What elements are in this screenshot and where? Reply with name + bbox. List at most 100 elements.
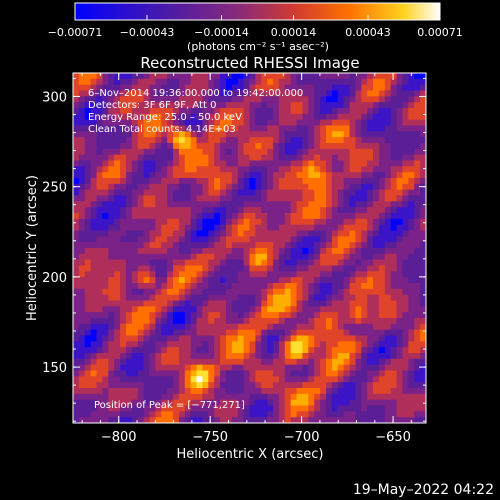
heatmap-cell — [167, 189, 174, 196]
heatmap-cell — [414, 335, 421, 342]
heatmap-cell — [178, 388, 186, 395]
heatmap-cell — [361, 102, 368, 109]
heatmap-cell — [343, 364, 350, 371]
heatmap-cell — [167, 113, 174, 121]
heatmap-cell — [84, 143, 92, 150]
heatmap-cell — [173, 195, 180, 202]
heatmap-cell — [237, 178, 245, 185]
heatmap-cell — [131, 253, 139, 261]
heatmap-cell — [125, 113, 133, 121]
heatmap-cell — [255, 242, 262, 249]
heatmap-cell — [302, 178, 309, 185]
heatmap-cell — [84, 364, 92, 371]
heatmap-cell — [114, 183, 121, 191]
heatmap-cell — [178, 347, 186, 354]
heatmap-cell — [173, 84, 180, 91]
heatmap-cell — [73, 172, 80, 179]
heatmap-cell — [173, 370, 180, 377]
heatmap-cell — [102, 318, 109, 325]
heatmap-cell — [261, 358, 268, 366]
heatmap-cell — [231, 312, 239, 319]
heatmap-cell — [302, 242, 309, 249]
heatmap-cell — [208, 411, 215, 418]
heatmap-cell — [390, 411, 397, 418]
heatmap-cell — [208, 102, 215, 109]
heatmap-cell — [243, 399, 250, 406]
heatmap-cell — [137, 300, 144, 307]
heatmap-cell — [208, 131, 215, 138]
heatmap-cell — [331, 382, 339, 389]
heatmap-cell — [137, 318, 144, 325]
heatmap-cell — [173, 218, 180, 226]
heatmap-cell — [296, 370, 303, 377]
heatmap-cell — [131, 218, 139, 226]
heatmap-cell — [173, 242, 180, 249]
heatmap-cell — [255, 143, 262, 150]
heatmap-cell — [137, 271, 144, 278]
heatmap-cell — [349, 382, 356, 389]
heatmap-cell — [202, 294, 209, 301]
heatmap-cell — [167, 417, 174, 423]
heatmap-cell — [343, 335, 350, 342]
heatmap-cell — [78, 283, 86, 290]
heatmap-cell — [267, 358, 274, 366]
heatmap-cell — [73, 78, 80, 86]
heatmap-cell — [278, 137, 286, 144]
heatmap-cell — [273, 248, 280, 255]
heatmap-cell — [108, 108, 115, 115]
heatmap-cell — [214, 277, 221, 284]
heatmap-cell — [402, 119, 409, 126]
heatmap-cell — [78, 143, 86, 150]
heatmap-cell — [402, 125, 409, 132]
heatmap-cell — [390, 312, 397, 319]
heatmap-cell — [225, 294, 233, 301]
heatmap-cell — [243, 230, 250, 237]
heatmap-cell — [384, 253, 392, 261]
heatmap-cell — [284, 172, 292, 179]
heatmap-cell — [302, 131, 309, 138]
heatmap-cell — [208, 137, 215, 144]
heatmap-cell — [314, 253, 321, 261]
heatmap-cell — [314, 353, 321, 360]
heatmap-cell — [402, 265, 409, 272]
heatmap-cell — [125, 341, 133, 348]
heatmap-cell — [390, 113, 397, 121]
heatmap-cell — [155, 358, 162, 366]
heatmap-cell — [396, 370, 403, 377]
heatmap-cell — [408, 125, 415, 132]
heatmap-cell — [296, 230, 303, 237]
heatmap-cell — [308, 160, 315, 167]
heatmap-cell — [337, 96, 345, 103]
heatmap-cell — [120, 207, 127, 214]
heatmap-cell — [249, 148, 256, 156]
heatmap-cell — [378, 382, 386, 389]
heatmap-cell — [284, 277, 292, 284]
heatmap-cell — [290, 388, 297, 395]
heatmap-cell — [190, 283, 197, 290]
heatmap-cell — [208, 259, 215, 266]
heatmap-cell — [237, 329, 245, 336]
heatmap-cell — [367, 259, 374, 266]
heatmap-cell — [202, 201, 209, 208]
heatmap-cell — [367, 102, 374, 109]
heatmap-cell — [125, 137, 133, 144]
heatmap-cell — [408, 393, 415, 401]
heatmap-cell — [125, 417, 133, 423]
heatmap-cell — [120, 189, 127, 196]
heatmap-cell — [361, 137, 368, 144]
heatmap-cell — [225, 265, 233, 272]
heatmap-cell — [378, 166, 386, 173]
heatmap-cell — [214, 300, 221, 307]
heatmap-cell — [90, 166, 97, 173]
heatmap-cell — [78, 323, 86, 331]
heatmap-cell — [190, 166, 197, 173]
heatmap-cell — [384, 370, 392, 377]
heatmap-cell — [367, 283, 374, 290]
heatmap-cell — [255, 364, 262, 371]
heatmap-cell — [131, 265, 139, 272]
heatmap-cell — [143, 376, 150, 383]
heatmap-cell — [314, 143, 321, 150]
heatmap-cell — [314, 224, 321, 231]
heatmap-cell — [90, 358, 97, 366]
heatmap-cell — [220, 411, 227, 418]
